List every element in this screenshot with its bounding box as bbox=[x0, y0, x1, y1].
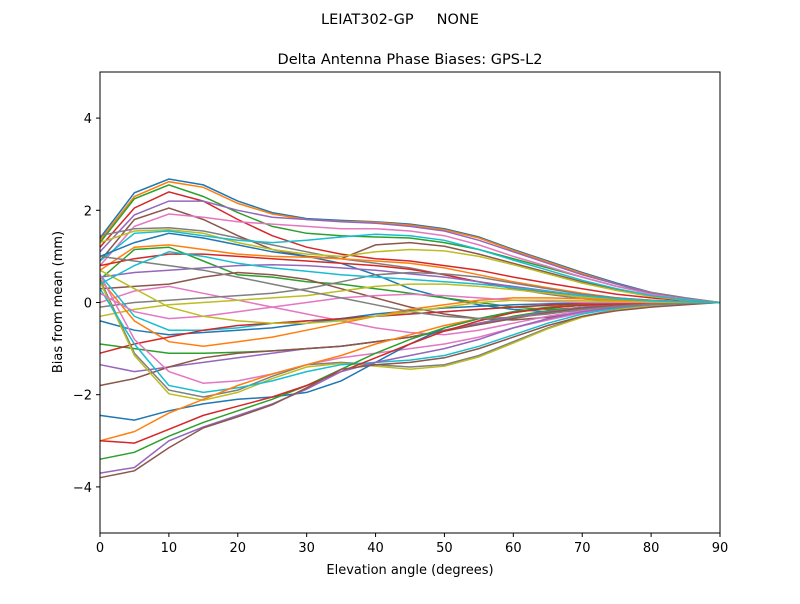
x-tick-label: 60 bbox=[505, 541, 522, 556]
series-line-33 bbox=[99, 301, 720, 444]
series-line-17 bbox=[99, 271, 721, 308]
x-tick-label: 90 bbox=[712, 541, 729, 556]
series-line-35 bbox=[99, 301, 721, 479]
y-tick-label: −4 bbox=[73, 481, 92, 496]
x-tick-label: 10 bbox=[161, 541, 178, 556]
x-axis-label: Elevation angle (degrees) bbox=[326, 563, 493, 578]
x-tick-label: 50 bbox=[436, 541, 453, 556]
series-line-38 bbox=[99, 269, 720, 324]
series-line-8 bbox=[99, 228, 721, 304]
x-tick-label: 30 bbox=[298, 541, 315, 556]
series-lines bbox=[99, 178, 721, 479]
x-tick-label: 0 bbox=[96, 541, 104, 556]
x-tick-label: 20 bbox=[230, 541, 247, 556]
series-line-4 bbox=[99, 200, 721, 304]
suptitle: LEIAT302-GP NONE bbox=[321, 12, 479, 28]
chart-title: Delta Antenna Phase Biases: GPS-L2 bbox=[278, 52, 543, 68]
y-tick-label: 4 bbox=[84, 112, 92, 127]
series-line-6 bbox=[99, 213, 721, 304]
series-line-21 bbox=[99, 278, 721, 348]
series-line-39 bbox=[99, 251, 721, 304]
y-tick-label: −2 bbox=[73, 389, 92, 404]
y-tick-label: 0 bbox=[84, 297, 92, 312]
series-line-9 bbox=[99, 230, 721, 304]
y-axis-label: Bias from mean (mm) bbox=[51, 231, 66, 373]
x-tick-label: 80 bbox=[643, 541, 660, 556]
series-line-28 bbox=[99, 281, 721, 401]
x-tick-label: 70 bbox=[574, 541, 591, 556]
y-axis: −4 −2 0 2 4 bbox=[73, 112, 100, 496]
series-line-0 bbox=[99, 178, 721, 304]
series-line-5 bbox=[99, 207, 721, 304]
series-line-29 bbox=[99, 288, 721, 394]
series-line-25 bbox=[99, 301, 721, 387]
y-tick-label: 2 bbox=[84, 204, 92, 219]
x-axis: 0 10 20 30 40 50 60 70 80 90 bbox=[96, 533, 728, 556]
series-line-34 bbox=[99, 301, 721, 474]
series-line-2 bbox=[99, 184, 721, 304]
series-line-32 bbox=[99, 301, 720, 460]
x-tick-label: 40 bbox=[367, 541, 384, 556]
